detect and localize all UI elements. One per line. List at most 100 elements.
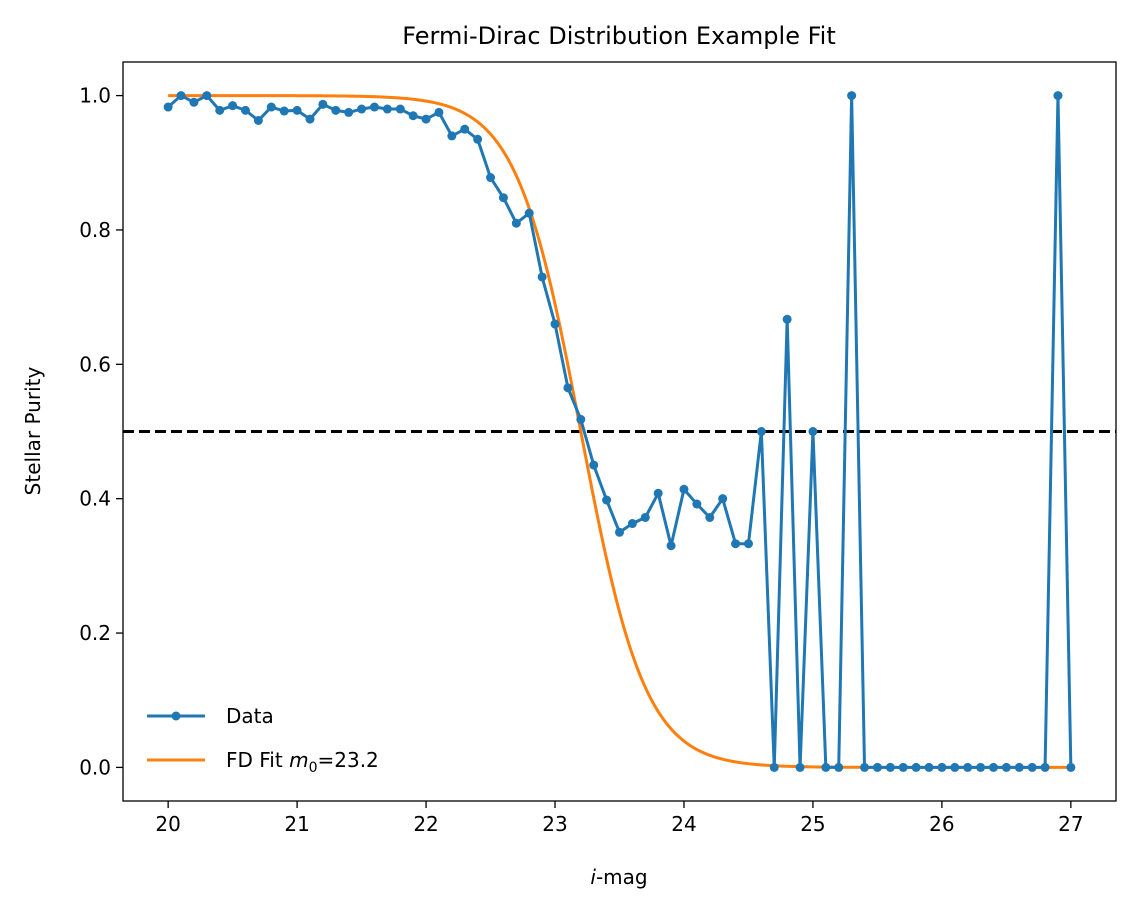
x-tick-label: 21 <box>284 812 309 836</box>
data-point <box>331 105 341 115</box>
chart-title: Fermi-Dirac Distribution Example Fit <box>402 22 836 50</box>
data-point <box>795 762 805 772</box>
data-point <box>885 762 895 772</box>
data-point <box>743 539 753 549</box>
data-point <box>769 762 779 772</box>
data-point <box>215 105 225 115</box>
data-point <box>1053 91 1063 101</box>
data-point <box>782 314 792 324</box>
data-point <box>253 115 263 125</box>
data-point <box>550 319 560 329</box>
x-axis-label-rest: -mag <box>596 865 648 889</box>
y-tick-label: 1.0 <box>79 84 111 108</box>
data-point <box>1040 762 1050 772</box>
data-point <box>834 762 844 772</box>
data-point <box>279 106 289 116</box>
data-point <box>1027 762 1037 772</box>
legend-fit-prefix: FD Fit <box>226 748 289 772</box>
x-tick-label: 20 <box>155 812 180 836</box>
data-point <box>344 107 354 117</box>
data-point <box>911 762 921 772</box>
x-tick-label: 23 <box>542 812 567 836</box>
y-tick-label: 0.6 <box>79 352 111 376</box>
data-point <box>576 414 586 424</box>
data-point <box>821 762 831 772</box>
data-point <box>872 762 882 772</box>
data-point <box>460 124 470 134</box>
data-point <box>718 494 728 504</box>
data-point <box>563 383 573 393</box>
data-point <box>421 114 431 124</box>
data-point <box>988 762 998 772</box>
data-point <box>266 102 276 112</box>
data-point <box>950 762 960 772</box>
data-point <box>486 173 496 183</box>
x-axis-label-italic: i <box>590 865 596 889</box>
axes-border <box>122 61 1117 802</box>
data-point <box>498 193 508 203</box>
data-point <box>602 495 612 505</box>
legend-fit-sub: 0 <box>309 760 318 776</box>
data-point <box>640 512 650 522</box>
data-point <box>447 131 457 141</box>
data-point <box>1014 762 1024 772</box>
data-point <box>924 762 934 772</box>
data-point <box>615 527 624 537</box>
data-point <box>589 460 599 470</box>
data-point <box>653 488 663 498</box>
plot-area <box>122 61 1117 802</box>
data-point <box>666 541 676 551</box>
data-point <box>189 97 199 107</box>
data-point <box>176 91 186 101</box>
legend: Data FD Fit m0=23.2 <box>147 704 379 776</box>
data-point <box>731 539 741 549</box>
data-point <box>756 427 766 436</box>
data-point <box>898 762 908 772</box>
data-point <box>705 512 715 522</box>
data-point <box>305 114 315 124</box>
data-point <box>241 105 251 115</box>
data-point <box>808 427 818 436</box>
y-tick-label: 0.0 <box>79 755 111 779</box>
data-point <box>511 218 521 228</box>
data-point <box>202 91 212 101</box>
data-point <box>627 519 637 529</box>
data-point <box>382 104 392 114</box>
data-point <box>369 102 379 112</box>
x-tick-label: 26 <box>929 812 954 836</box>
data-point <box>937 762 947 772</box>
x-axis: 20 21 22 23 24 25 26 27 <box>155 801 1084 836</box>
data-point <box>228 101 238 111</box>
data-point <box>318 99 328 109</box>
data-point <box>860 762 870 772</box>
legend-data-marker <box>171 711 181 721</box>
data-point <box>163 102 173 112</box>
data-point <box>963 762 973 772</box>
data-point <box>524 208 534 218</box>
data-point <box>473 134 483 144</box>
data-point <box>1001 762 1011 772</box>
y-axis-label: Stellar Purity <box>21 367 45 496</box>
legend-fit-suffix: =23.2 <box>317 748 378 772</box>
data-point <box>1066 762 1076 772</box>
y-tick-label: 0.4 <box>79 487 111 511</box>
data-point <box>976 762 986 772</box>
y-axis: 0.0 0.2 0.4 0.6 0.8 1.0 <box>79 84 123 779</box>
y-tick-label: 0.8 <box>79 218 111 242</box>
legend-data-label: Data <box>226 704 274 728</box>
legend-fit-label: FD Fit m0=23.2 <box>226 748 379 776</box>
data-point <box>692 499 702 509</box>
data-point <box>395 104 405 114</box>
data-point <box>537 272 547 282</box>
y-tick-label: 0.2 <box>79 621 111 645</box>
data-point <box>292 105 302 115</box>
x-tick-label: 25 <box>800 812 825 836</box>
data-point <box>408 111 418 121</box>
data-point <box>434 107 444 117</box>
x-tick-label: 24 <box>671 812 696 836</box>
data-point <box>357 104 367 114</box>
x-axis-label: i-mag <box>590 865 647 889</box>
x-tick-label: 22 <box>413 812 438 836</box>
x-tick-label: 27 <box>1058 812 1083 836</box>
